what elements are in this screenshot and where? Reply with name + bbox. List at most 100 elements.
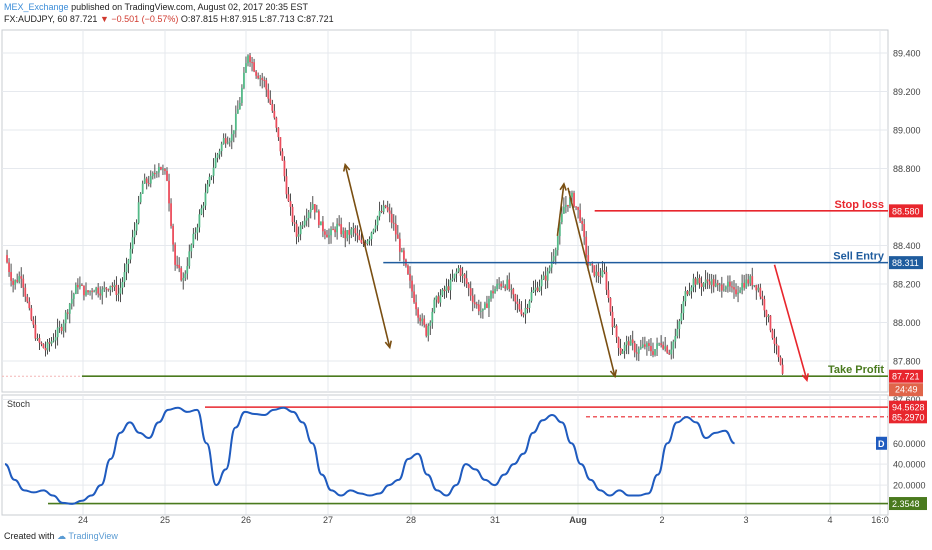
- candle-body: [467, 283, 470, 289]
- candle-body: [117, 293, 120, 295]
- candle-body: [621, 350, 624, 354]
- candle-body: [364, 243, 367, 245]
- candle-body: [10, 272, 12, 281]
- candle-body: [119, 287, 122, 294]
- candle-body: [714, 283, 717, 287]
- candle-body: [382, 205, 385, 212]
- candle-body: [720, 284, 723, 291]
- candle-body: [247, 55, 249, 64]
- candle-body: [380, 210, 383, 212]
- candle-body: [305, 218, 308, 221]
- candle-body: [779, 357, 782, 365]
- candle-body: [435, 296, 438, 300]
- candle-body: [403, 250, 405, 260]
- candle-body: [556, 236, 559, 251]
- candle-body: [587, 255, 590, 266]
- candle-body: [374, 225, 377, 230]
- footer: Created with ☁ TradingView: [4, 531, 118, 542]
- annotation-arrowhead: [342, 162, 351, 172]
- candle-body: [141, 183, 144, 194]
- low-label: L:: [259, 14, 268, 24]
- candle-body: [194, 232, 197, 234]
- candle-body: [591, 263, 594, 266]
- candle-body: [550, 260, 553, 268]
- candle-body: [222, 138, 225, 144]
- candle-body: [360, 239, 363, 243]
- annotation-arrowhead: [559, 182, 567, 191]
- candle-body: [50, 341, 53, 344]
- candle-body: [692, 278, 695, 288]
- candle-body: [767, 315, 770, 317]
- candle-body: [344, 230, 347, 239]
- candle-body: [684, 291, 687, 302]
- candle-body: [627, 341, 630, 346]
- candle-body: [162, 169, 164, 171]
- author-link[interactable]: MEX_Exchange: [4, 2, 69, 12]
- candle-body: [315, 211, 318, 213]
- candle-body: [668, 352, 671, 355]
- candle-body: [332, 229, 334, 231]
- y-tick-label: 88.200: [893, 280, 921, 290]
- candle-body: [40, 342, 43, 345]
- candle-body: [512, 288, 515, 295]
- candle-body: [597, 271, 600, 276]
- open-value: 87.815: [190, 14, 218, 24]
- candle-body: [461, 274, 464, 276]
- candle-body: [536, 287, 539, 291]
- candle-body: [192, 233, 195, 245]
- candle-body: [81, 284, 83, 286]
- annotation-arrow: [773, 264, 808, 381]
- candle-body: [579, 209, 581, 221]
- candle-body: [230, 134, 233, 141]
- candle-body: [14, 280, 17, 285]
- y-tick-label: 88.000: [893, 318, 921, 328]
- candle-body: [615, 325, 618, 338]
- candle-body: [79, 284, 81, 288]
- candle-body: [599, 275, 602, 277]
- candle-body: [575, 206, 577, 208]
- candle-body: [131, 237, 134, 249]
- candle-body: [36, 338, 39, 340]
- ohlc-bar: FX:AUDJPY, 60 87.721 ▼ −0.501 (−0.57%) O…: [4, 14, 334, 24]
- candle-body: [603, 270, 606, 273]
- candle-body: [753, 285, 756, 287]
- tradingview-brand[interactable]: TradingView: [68, 531, 118, 541]
- candle-body: [334, 229, 336, 233]
- candle-body: [396, 234, 399, 239]
- candle-body: [42, 344, 45, 349]
- x-tick-label: Aug: [569, 515, 587, 525]
- candle-body: [644, 344, 646, 347]
- candle-body: [74, 284, 77, 294]
- candle-body: [182, 277, 185, 281]
- candle-body: [567, 204, 569, 207]
- candle-body: [12, 280, 14, 285]
- candle-body: [301, 225, 304, 227]
- candle-body: [68, 303, 71, 314]
- candle-body: [654, 349, 656, 355]
- candle-body: [30, 308, 33, 320]
- candle-body: [490, 291, 492, 299]
- candle-body: [676, 328, 679, 337]
- candle-body: [77, 284, 79, 288]
- candle-body: [469, 288, 472, 296]
- stop-loss-label: Stop loss: [834, 199, 884, 211]
- candle-body: [706, 279, 709, 282]
- candle-body: [149, 176, 152, 184]
- candle-body: [488, 298, 490, 308]
- candle-body: [565, 204, 567, 207]
- candle-body: [224, 138, 227, 144]
- candle-body: [317, 211, 320, 226]
- candle-body: [449, 279, 452, 291]
- candle-body: [457, 267, 460, 272]
- candle-body: [243, 72, 245, 88]
- candle-body: [251, 62, 253, 64]
- candle-body: [48, 342, 51, 344]
- candle-body: [257, 75, 260, 79]
- candle-body: [475, 304, 478, 306]
- candle-body: [277, 127, 280, 138]
- candle-body: [534, 287, 537, 290]
- candle-body: [589, 263, 592, 266]
- candle-body: [569, 197, 571, 207]
- annotation-arrow: [556, 183, 565, 236]
- candle-body: [585, 236, 588, 256]
